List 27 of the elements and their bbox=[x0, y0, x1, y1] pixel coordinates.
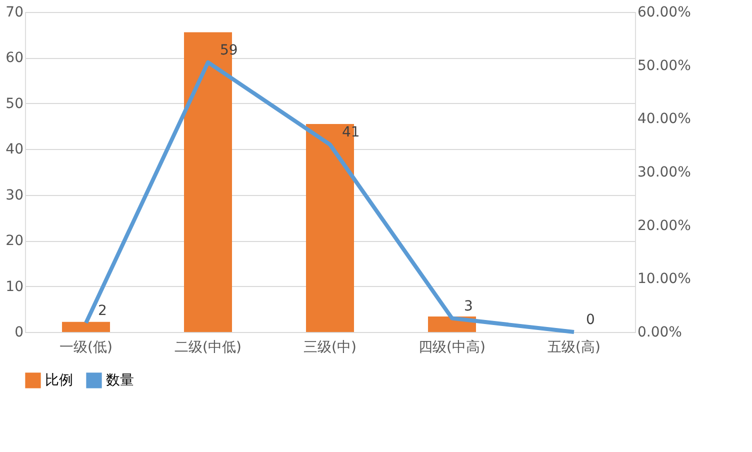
y2-tick-label: 60.00% bbox=[638, 4, 691, 20]
y2-tick-label: 30.00% bbox=[638, 164, 691, 180]
y2-tick-label: 20.00% bbox=[638, 218, 691, 234]
line-series bbox=[84, 60, 576, 334]
x-tick-label: 一级(低) bbox=[60, 340, 112, 356]
y2-tick-label: 50.00% bbox=[638, 58, 691, 74]
data-label: 2 bbox=[98, 302, 107, 319]
legend-label: 比例 bbox=[45, 372, 73, 388]
y-tick-label: 20 bbox=[6, 233, 24, 250]
y-tick-label: 40 bbox=[6, 142, 24, 158]
data-label: 3 bbox=[464, 298, 473, 314]
x-tick-label: 四级(中高) bbox=[418, 340, 486, 356]
y2-tick-label: 40.00% bbox=[638, 111, 691, 128]
data-label: 0 bbox=[586, 312, 595, 328]
y-tick-label: 0 bbox=[14, 324, 24, 340]
y-tick-label: 30 bbox=[6, 187, 24, 204]
y-tick-label: 50 bbox=[6, 96, 24, 112]
bar bbox=[62, 322, 110, 332]
y-tick-label: 60 bbox=[6, 50, 24, 66]
x-tick-label: 二级(中低) bbox=[174, 340, 242, 356]
y2-tick-label: 0.00% bbox=[638, 324, 682, 340]
y-tick-label: 70 bbox=[6, 4, 24, 20]
x-tick-label: 三级(中) bbox=[304, 340, 356, 356]
y2-tick-label: 10.00% bbox=[638, 271, 691, 288]
y-tick-label: 10 bbox=[6, 278, 24, 295]
x-tick-label: 五级(高) bbox=[548, 340, 600, 356]
legend-label: 数量 bbox=[106, 372, 134, 388]
